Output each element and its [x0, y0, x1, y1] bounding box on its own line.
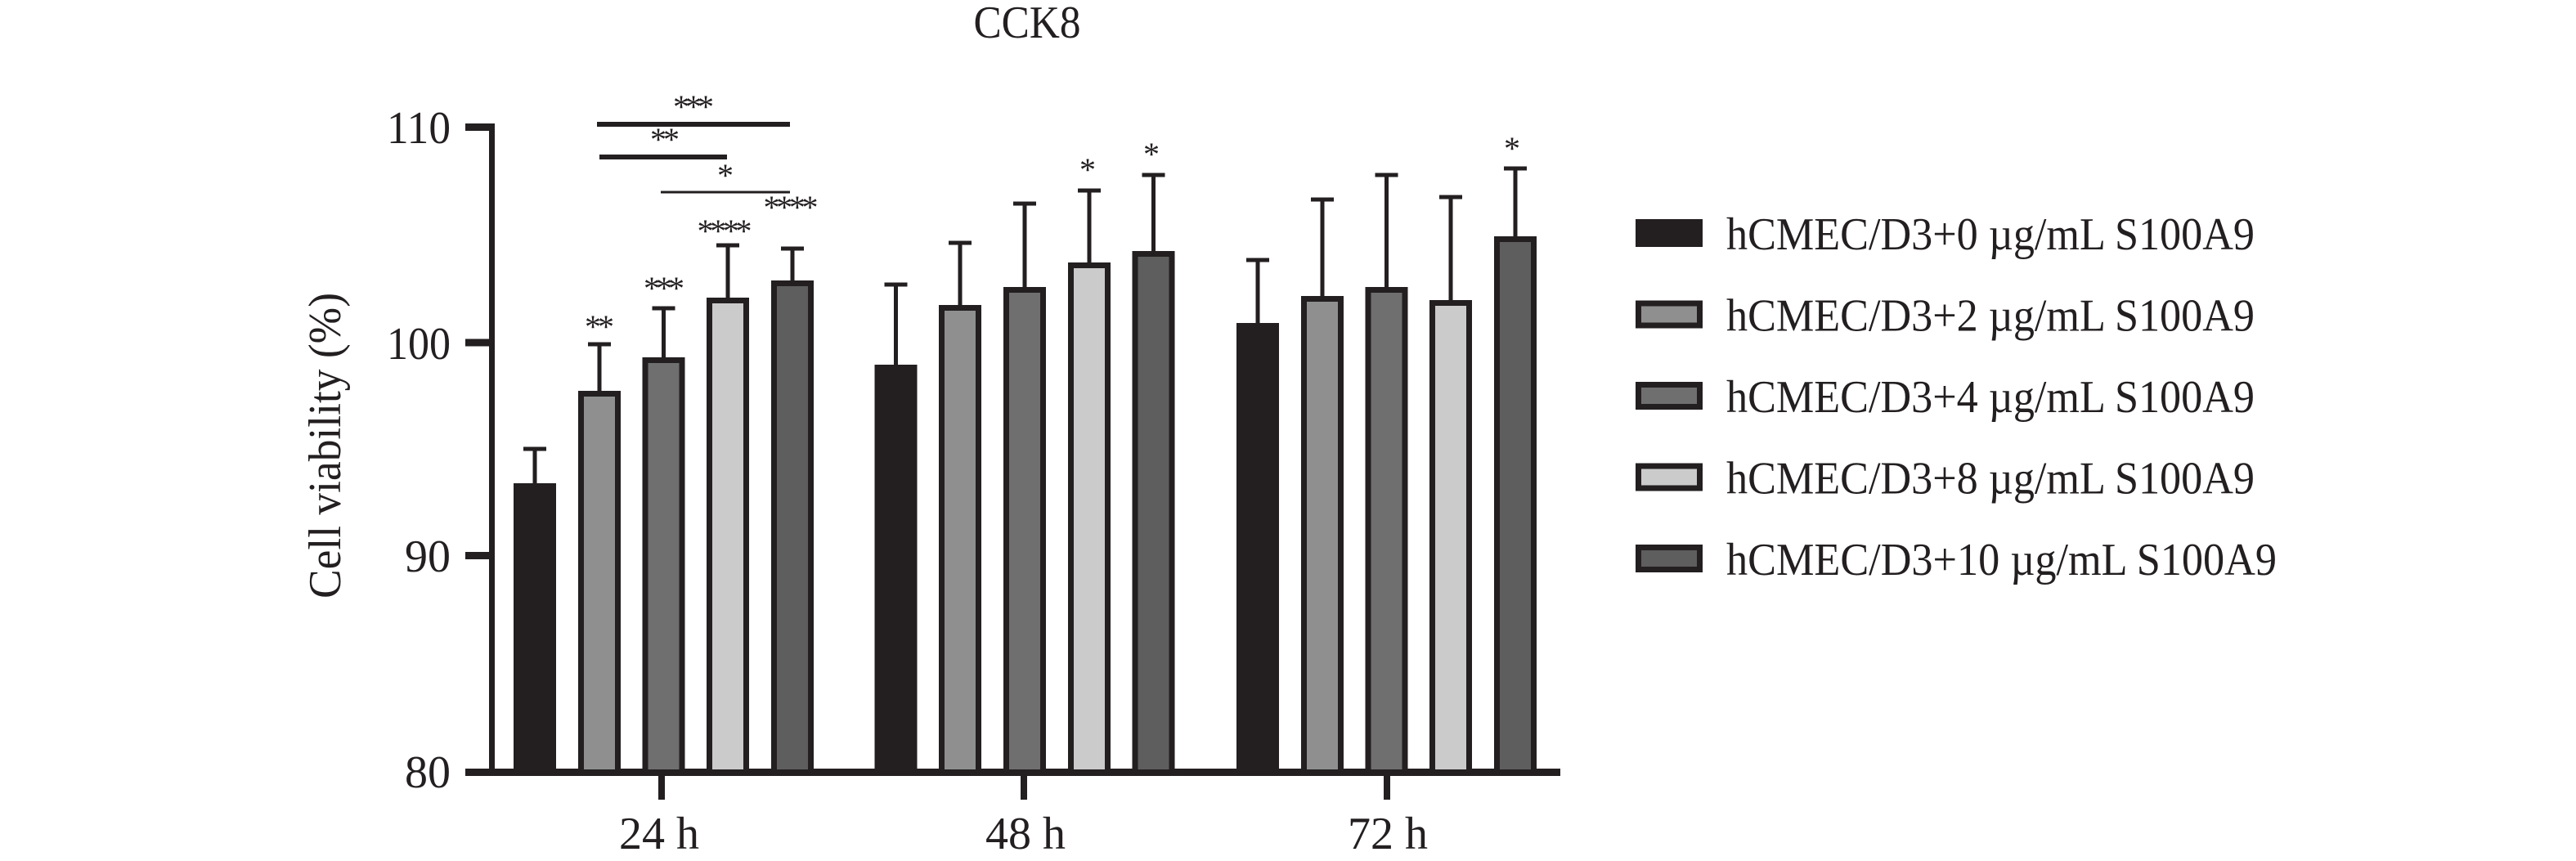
svg-text:***: ***: [644, 270, 684, 307]
svg-text:72 h: 72 h: [1348, 809, 1428, 859]
svg-text:CCK8: CCK8: [974, 0, 1081, 48]
svg-text:****: ****: [764, 189, 819, 226]
svg-text:hCMEC/D3+10 µg/mL S100A9: hCMEC/D3+10 µg/mL S100A9: [1726, 535, 2277, 585]
svg-text:*: *: [1143, 136, 1160, 173]
svg-text:90: 90: [405, 531, 451, 582]
svg-text:100: 100: [387, 319, 451, 370]
svg-text:**: **: [585, 308, 614, 345]
svg-text:hCMEC/D3+8 µg/mL S100A9: hCMEC/D3+8 µg/mL S100A9: [1726, 454, 2255, 504]
svg-text:*: *: [1504, 130, 1520, 167]
svg-text:Cell viability (%): Cell viability (%): [300, 293, 351, 599]
svg-text:***: ***: [673, 88, 714, 125]
svg-text:****: ****: [698, 213, 752, 249]
svg-text:hCMEC/D3+0 µg/mL S100A9: hCMEC/D3+0 µg/mL S100A9: [1726, 209, 2255, 260]
svg-text:*: *: [1079, 151, 1096, 188]
svg-text:24 h: 24 h: [619, 809, 699, 859]
svg-text:hCMEC/D3+2 µg/mL S100A9: hCMEC/D3+2 µg/mL S100A9: [1726, 291, 2255, 342]
svg-text:**: **: [650, 121, 680, 158]
svg-text:hCMEC/D3+4 µg/mL S100A9: hCMEC/D3+4 µg/mL S100A9: [1726, 372, 2255, 423]
svg-text:110: 110: [387, 103, 451, 154]
svg-text:*: *: [717, 157, 734, 194]
svg-text:48 h: 48 h: [985, 809, 1066, 859]
svg-text:80: 80: [405, 747, 451, 798]
